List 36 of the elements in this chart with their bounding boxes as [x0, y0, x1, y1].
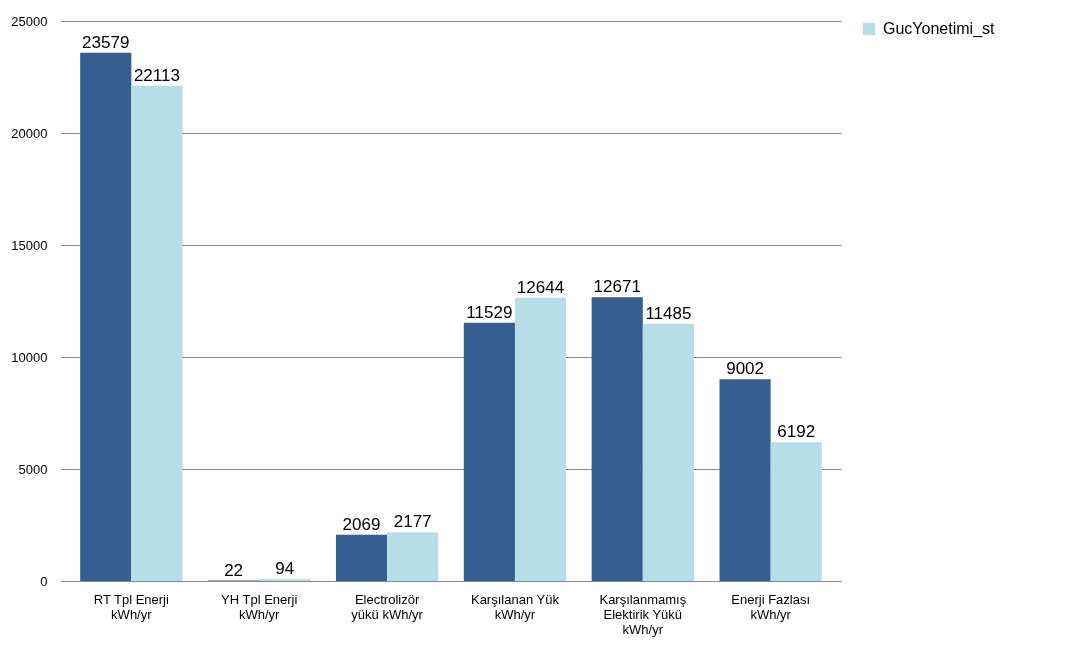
x-tick-label: YH Tpl Enerji kWh/yr [221, 591, 298, 622]
bar [719, 379, 771, 581]
data-label: 22 [224, 560, 244, 580]
x-tick-label: Enerji Fazlası kWh/yr [731, 591, 811, 622]
x-tick-label: Karşılanmamış Elektirik Yükü kWh/yr [599, 591, 687, 637]
y-tick-label: 10000 [11, 349, 48, 365]
y-tick-label: 0 [40, 573, 48, 589]
data-label: 9002 [726, 359, 765, 379]
data-label: 23579 [82, 32, 130, 52]
x-tick-label: Karşılanan Yük kWh/yr [470, 591, 560, 622]
data-label: 11485 [645, 303, 692, 323]
data-label: 6192 [777, 422, 816, 442]
data-label: 2069 [342, 514, 381, 534]
bar [131, 85, 183, 581]
y-tick-label: 5000 [18, 461, 48, 477]
bar [335, 534, 388, 581]
data-label: 22113 [133, 65, 180, 85]
data-label: 94 [275, 558, 295, 578]
y-tick-label: 15000 [11, 237, 48, 253]
y-tick-label: 25000 [11, 13, 48, 29]
data-label: 2177 [393, 512, 432, 532]
bar [514, 297, 567, 581]
legend-label: GucYonetimi_st [883, 20, 996, 38]
bar [642, 323, 694, 581]
bar [387, 532, 439, 581]
bar [463, 322, 515, 581]
data-label: 11529 [466, 302, 513, 322]
x-tick-label: RT Tpl Enerji kWh/yr [93, 591, 170, 622]
x-tick-label: Electrolizör yükü kWh/yr [351, 591, 424, 622]
bar [259, 578, 311, 581]
y-tick-label: 20000 [11, 125, 48, 141]
bar [80, 52, 132, 581]
bar [770, 442, 822, 581]
data-label: 12644 [516, 277, 565, 297]
bar [591, 297, 643, 581]
data-label: 12671 [593, 277, 641, 297]
